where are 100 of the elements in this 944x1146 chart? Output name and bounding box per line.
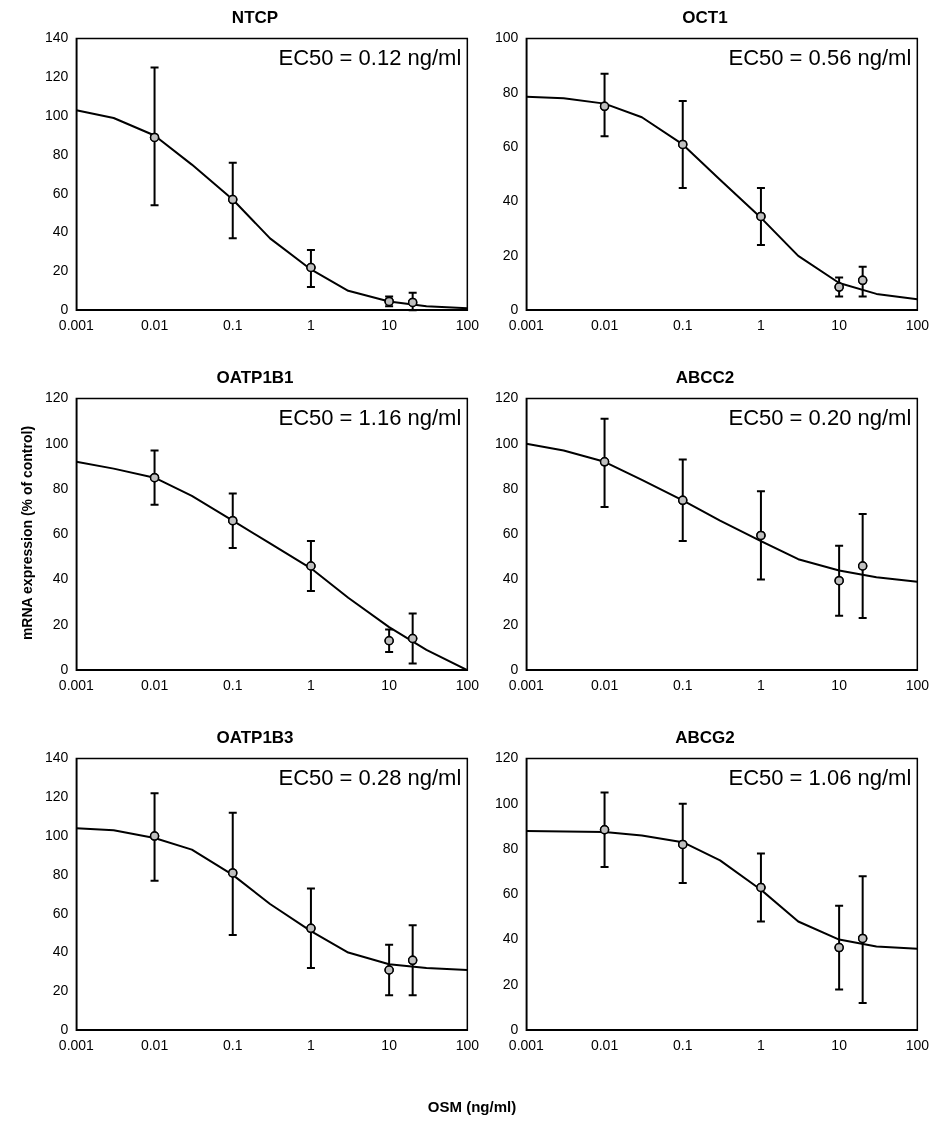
y-tick-label: 20 xyxy=(502,975,519,992)
x-tick-label: 100 xyxy=(905,677,930,694)
y-tick-label: 60 xyxy=(502,137,519,154)
x-tick-label: 0.01 xyxy=(140,1037,169,1054)
y-tick-label: 80 xyxy=(502,479,519,496)
annotation: EC50 = 0.20 ng/ml xyxy=(728,405,912,431)
y-tick-label: 100 xyxy=(495,434,519,451)
x-tick-label: 10 xyxy=(831,317,848,334)
y-tick-label: 120 xyxy=(45,788,69,805)
y-tick-label: 140 xyxy=(45,749,69,766)
x-tick-label: 0.001 xyxy=(58,1037,95,1054)
y-tick-label: 100 xyxy=(495,794,519,811)
x-tick-label: 100 xyxy=(455,1037,480,1054)
chart-title: ABCG2 xyxy=(675,727,735,747)
y-tick-label: 40 xyxy=(52,943,69,960)
x-tick-label: 10 xyxy=(381,677,398,694)
point xyxy=(599,825,610,835)
x-tick-label: 0.001 xyxy=(58,317,95,334)
y-tick-label: 60 xyxy=(52,525,69,542)
x-tick-label: 0.001 xyxy=(58,677,95,694)
x-tick-label: 0.1 xyxy=(223,677,243,694)
x-tick-label: 0.1 xyxy=(673,677,693,694)
y-tick-label: 40 xyxy=(52,570,69,587)
x-tick-label: 100 xyxy=(455,317,480,334)
x-tick-label: 0.01 xyxy=(590,677,619,694)
y-tick-label: 80 xyxy=(52,479,69,496)
point xyxy=(384,965,394,975)
y-tick-label: 40 xyxy=(502,930,519,947)
y-tick-label: 20 xyxy=(502,615,519,632)
y-tick-label: 60 xyxy=(502,525,519,542)
chart-title: OCT1 xyxy=(682,7,728,27)
y-tick-label: 120 xyxy=(45,68,69,85)
x-tick-label: 1 xyxy=(757,317,766,334)
point xyxy=(756,882,766,893)
x-tick-label: 100 xyxy=(455,677,480,694)
x-tick-label: 100 xyxy=(905,1037,930,1054)
y-tick-label: 100 xyxy=(495,29,519,46)
y-tick-label: 40 xyxy=(502,570,519,587)
y-tick-label: 100 xyxy=(45,106,69,123)
y-tick-label: 0 xyxy=(60,301,69,318)
y-tick-label: 40 xyxy=(502,192,519,209)
y-tick-label: 60 xyxy=(502,885,519,902)
y-tick-label: 60 xyxy=(52,184,69,201)
x-tick-label: 1 xyxy=(307,317,316,334)
x-tick-label: 0.01 xyxy=(590,317,619,334)
y-tick-label: 100 xyxy=(45,826,69,843)
y-tick-label: 100 xyxy=(45,434,69,451)
y-tick-label: 80 xyxy=(502,83,519,100)
y-tick-label: 20 xyxy=(52,615,69,632)
y-tick-label: 20 xyxy=(52,262,69,279)
y-tick-label: 0 xyxy=(60,1021,69,1038)
annotation: EC50 = 0.12 ng/ml xyxy=(278,45,462,71)
x-tick-label: 10 xyxy=(381,1037,398,1054)
y-tick-label: 40 xyxy=(52,223,69,240)
x-tick-label: 0.001 xyxy=(508,677,545,694)
x-tick-label: 1 xyxy=(307,1037,316,1054)
x-tick-label: 0.01 xyxy=(140,677,169,694)
x-tick-label: 0.01 xyxy=(590,1037,619,1054)
x-tick-label: 0.1 xyxy=(223,317,243,334)
point xyxy=(677,839,688,850)
annotation: EC50 = 1.06 ng/ml xyxy=(728,765,912,791)
y-tick-label: 0 xyxy=(510,661,519,678)
x-tick-label: 10 xyxy=(831,677,848,694)
annotation: EC50 = 1.16 ng/ml xyxy=(278,405,462,431)
x-tick-label: 10 xyxy=(831,1037,848,1054)
y-tick-label: 120 xyxy=(495,749,519,766)
chart-title: ABCC2 xyxy=(675,367,735,387)
x-tick-label: 0.1 xyxy=(673,317,693,334)
y-axis-title: mRNA expression (% of control) xyxy=(19,425,36,641)
y-tick-label: 80 xyxy=(52,145,69,162)
y-tick-label: 20 xyxy=(502,246,519,263)
y-tick-label: 80 xyxy=(52,865,69,882)
x-tick-label: 0.001 xyxy=(508,317,545,334)
x-tick-label: 0.1 xyxy=(223,1037,243,1054)
x-tick-label: 0.001 xyxy=(508,1037,545,1054)
x-tick-label: 10 xyxy=(381,317,398,334)
point xyxy=(149,831,160,841)
x-tick-label: 0.01 xyxy=(140,317,169,334)
annotation: EC50 = 0.56 ng/ml xyxy=(728,45,912,71)
y-tick-label: 20 xyxy=(52,982,69,999)
x-tick-label: 100 xyxy=(905,317,930,334)
x-tick-label: 1 xyxy=(307,677,316,694)
chart-title: NTCP xyxy=(231,7,279,27)
y-tick-label: 0 xyxy=(510,1021,519,1038)
point xyxy=(227,868,238,878)
x-tick-label: 1 xyxy=(757,1037,766,1054)
annotation: EC50 = 0.28 ng/ml xyxy=(278,765,462,791)
y-tick-label: 140 xyxy=(45,29,69,46)
point xyxy=(834,942,844,953)
y-tick-label: 60 xyxy=(52,904,69,921)
point xyxy=(306,923,316,934)
chart-title: OATP1B1 xyxy=(216,367,294,387)
x-tick-label: 1 xyxy=(757,677,766,694)
y-tick-label: 80 xyxy=(502,839,519,856)
x-axis-title: OSM (ng/ml) xyxy=(427,1098,517,1115)
y-tick-label: 120 xyxy=(495,389,519,406)
y-tick-label: 0 xyxy=(510,301,519,318)
chart-title: OATP1B3 xyxy=(216,727,294,747)
y-tick-label: 0 xyxy=(60,661,69,678)
x-tick-label: 0.1 xyxy=(673,1037,693,1054)
